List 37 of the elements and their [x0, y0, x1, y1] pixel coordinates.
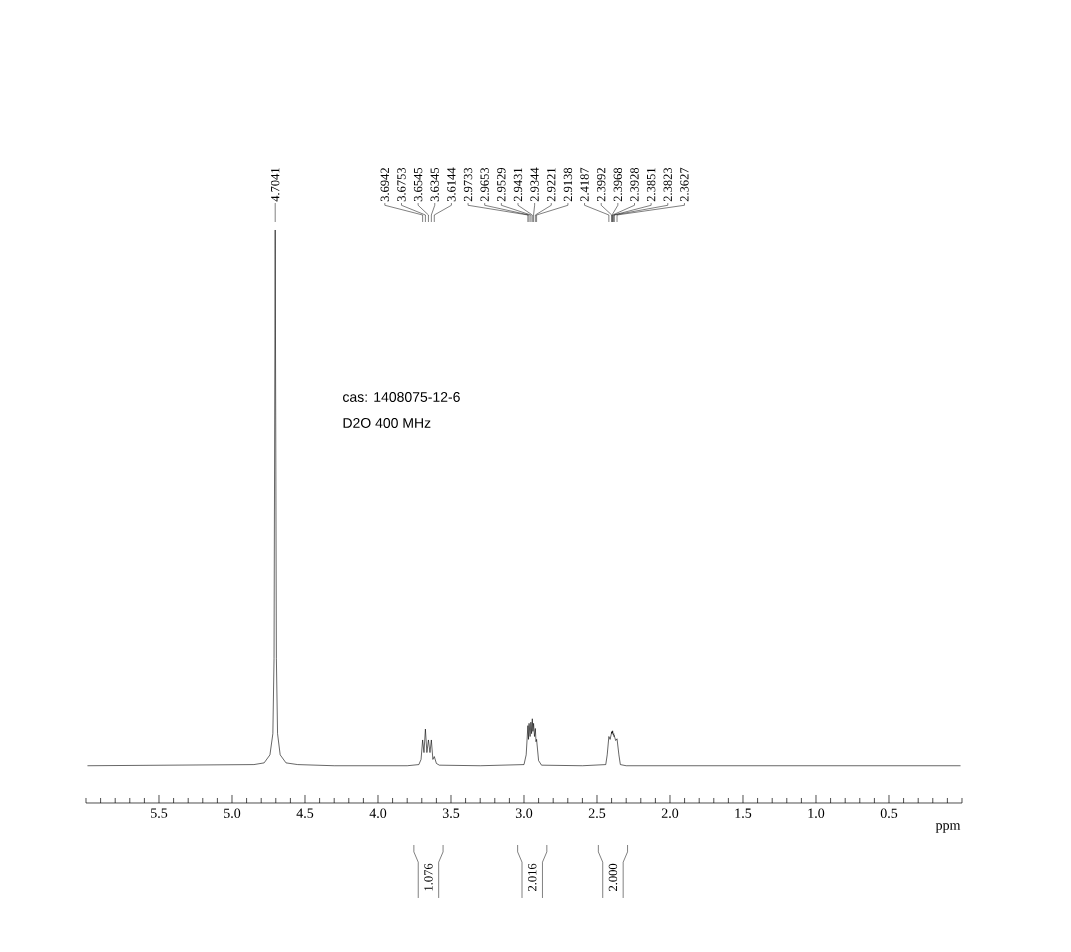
x-tick-label: 3.5: [442, 808, 460, 818]
text: 2.9733: [463, 167, 473, 202]
x-axis-title: ppm: [935, 823, 961, 833]
x-tick-label: 2.0: [661, 808, 679, 819]
text: 2.3928: [630, 167, 639, 202]
text: 2.000: [608, 863, 618, 891]
text: 1.076: [424, 863, 433, 891]
text: 3.6753: [397, 167, 406, 202]
x-tick-label: 1.5: [735, 808, 752, 818]
text: 2.3823: [663, 167, 673, 202]
annotation: cas: 1408075-12-6: [343, 392, 460, 402]
text: 2.9431: [513, 168, 523, 202]
text: 2.4187: [580, 167, 589, 202]
x-tick-label: 0.5: [880, 808, 898, 819]
x-tick-label: 1.0: [808, 808, 825, 819]
text: 2.9344: [530, 167, 539, 202]
text: 2.3968: [613, 167, 623, 202]
text: 2.9529: [497, 167, 506, 202]
text: 2.016: [527, 863, 537, 891]
text: 3.6545: [413, 167, 423, 202]
annotation: D2O 400 MHz: [343, 418, 431, 428]
text: 3.6144: [447, 167, 456, 202]
x-tick-label: 2.5: [588, 808, 606, 818]
text: 2.9221: [547, 168, 556, 202]
text: 3.6942: [380, 168, 390, 202]
text: 2.3627: [680, 167, 689, 202]
x-tick-label: 4.5: [296, 808, 314, 818]
text: 2.9653: [480, 167, 489, 202]
x-tick-label: 5.5: [151, 808, 168, 818]
x-tick-label: 3.0: [515, 808, 533, 819]
text: 2.9138: [563, 167, 573, 202]
text: 2.3851: [646, 168, 656, 202]
x-tick-label: 5.0: [224, 808, 241, 819]
text: 3.6345: [430, 167, 439, 202]
x-tick-label: 4.0: [369, 808, 387, 819]
text: 4.7041: [270, 168, 280, 202]
text: 2.3992: [596, 168, 606, 202]
